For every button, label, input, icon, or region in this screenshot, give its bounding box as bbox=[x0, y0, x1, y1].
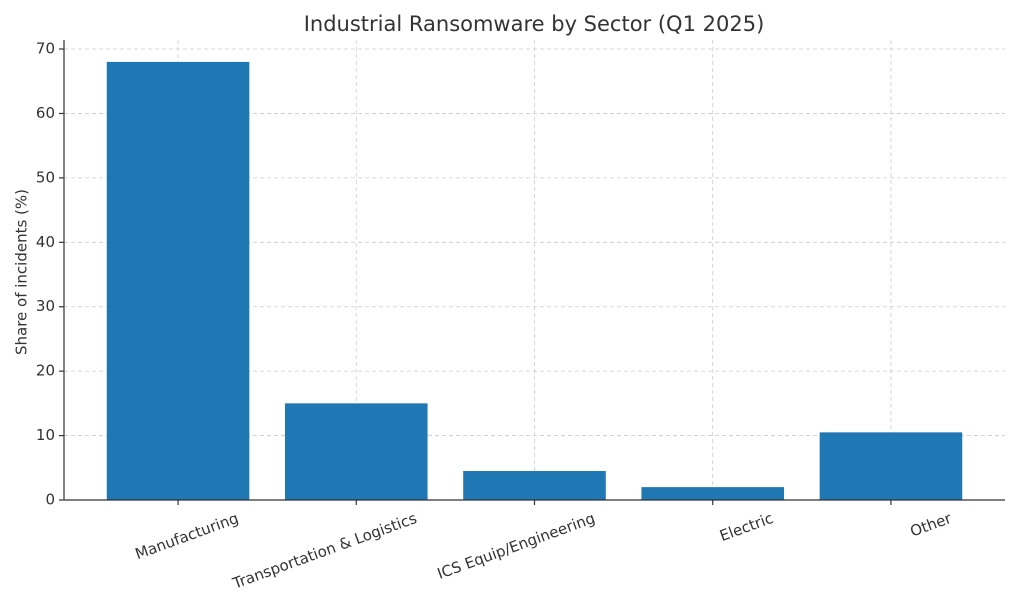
x-tick-label: Manufacturing bbox=[133, 509, 241, 563]
y-axis-label: Share of incidents (%) bbox=[13, 189, 31, 355]
y-tick-label: 20 bbox=[36, 362, 55, 380]
y-tick-label: 60 bbox=[36, 104, 55, 122]
x-tick-label: Other bbox=[908, 509, 955, 541]
y-tick-label: 10 bbox=[36, 426, 55, 444]
bar bbox=[106, 61, 250, 501]
y-tick-label: 70 bbox=[36, 40, 55, 58]
bar bbox=[641, 487, 785, 500]
x-tick-label: ICS Equip/Engineering bbox=[435, 509, 598, 583]
bar bbox=[463, 471, 606, 500]
y-tick-label: 50 bbox=[36, 168, 55, 186]
x-tick-label: Transportation & Logistics bbox=[229, 509, 419, 593]
bar bbox=[284, 403, 428, 500]
y-tick-label: 0 bbox=[45, 491, 55, 509]
y-tick-label: 30 bbox=[36, 297, 55, 315]
y-tick-label: 40 bbox=[36, 233, 55, 251]
chart-title: Industrial Ransomware by Sector (Q1 2025… bbox=[304, 12, 765, 36]
bar bbox=[819, 432, 963, 500]
x-tick-label: Electric bbox=[717, 509, 775, 545]
